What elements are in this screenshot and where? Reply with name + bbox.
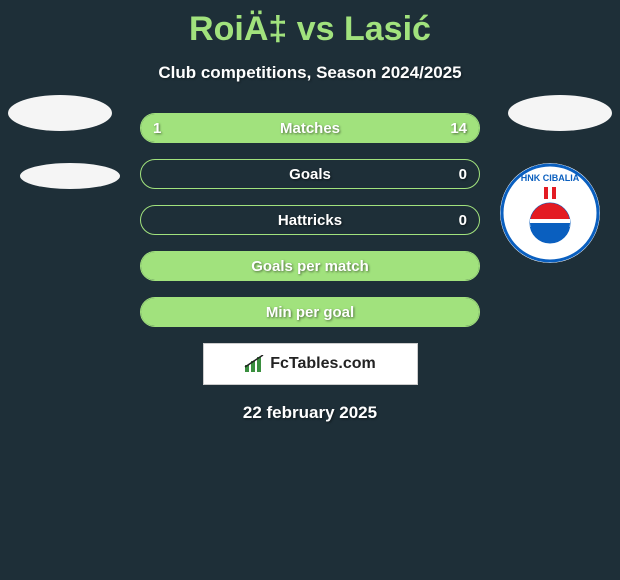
- stat-row: Hattricks0: [140, 205, 480, 235]
- brand-logo: FcTables.com: [244, 355, 376, 373]
- player-right-avatar: [508, 95, 612, 131]
- club-left-badge: [20, 163, 120, 189]
- stat-row: Goals0: [140, 159, 480, 189]
- stat-label: Min per goal: [141, 298, 479, 327]
- stat-label: Hattricks: [141, 206, 479, 235]
- stat-value-right: 0: [459, 160, 467, 189]
- brand-box[interactable]: FcTables.com: [203, 343, 418, 385]
- page-title: RoiÄ‡ vs Lasić: [0, 0, 620, 49]
- footer-date: 22 february 2025: [0, 403, 620, 423]
- bar-chart-icon: [244, 355, 266, 373]
- club-right-badge: HNK CIBALIA: [500, 163, 600, 263]
- brand-text: FcTables.com: [270, 355, 376, 373]
- stat-row: Min per goal: [140, 297, 480, 327]
- stat-label: Goals: [141, 160, 479, 189]
- svg-text:HNK CIBALIA: HNK CIBALIA: [521, 173, 580, 183]
- stat-value-right: 14: [450, 114, 467, 143]
- stat-row: Matches1 14: [140, 113, 480, 143]
- comparison-block: HNK CIBALIA Matches114Goals0Hattricks0Go…: [0, 113, 620, 327]
- stat-value-left: 1: [153, 114, 161, 143]
- page-subtitle: Club competitions, Season 2024/2025: [0, 63, 620, 83]
- player-left-avatar: [8, 95, 112, 131]
- stat-rows: Matches114Goals0Hattricks0Goals per matc…: [140, 113, 480, 327]
- stat-row: Goals per match: [140, 251, 480, 281]
- stat-value-right: 0: [459, 206, 467, 235]
- stat-label: Goals per match: [141, 252, 479, 281]
- stat-label: Matches: [141, 114, 479, 143]
